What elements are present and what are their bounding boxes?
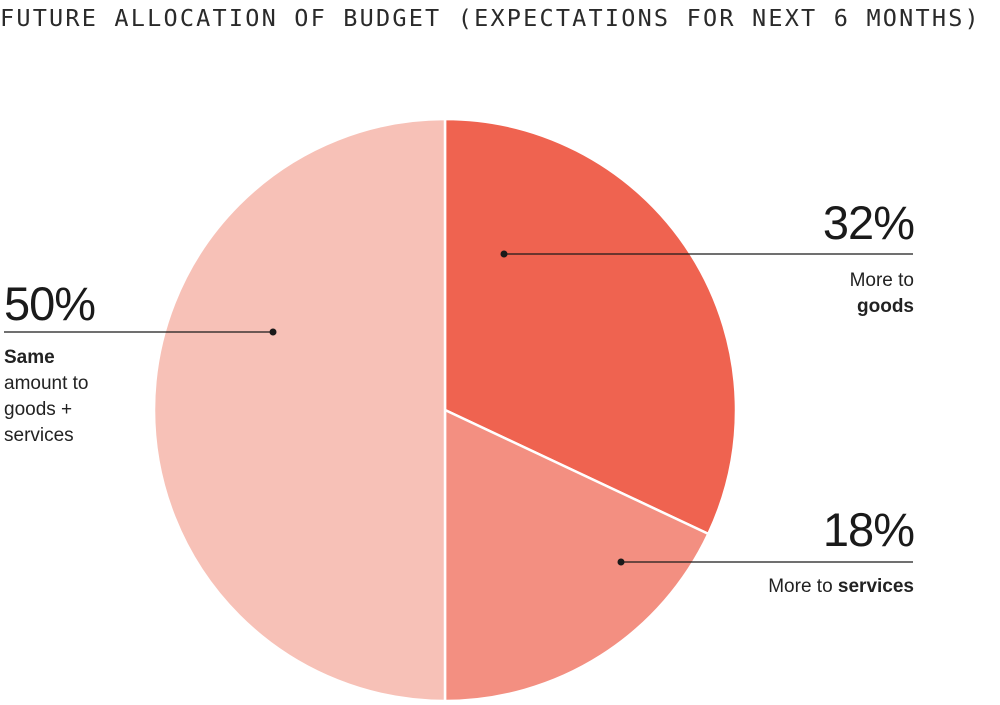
desc-services-bold: services [837, 576, 914, 597]
slice-label-same: 50% [4, 277, 96, 330]
desc-services-plain: More to [768, 576, 833, 597]
desc-same-line2: goods + [4, 399, 73, 420]
slice-goods-leader-dot [500, 250, 508, 258]
desc-same-line1: amount to [4, 373, 89, 394]
slice-services-leader-dot [617, 558, 625, 566]
callout-services-desc: More to services [768, 574, 914, 600]
callout-goods: 32% [822, 196, 915, 249]
slice-label-goods: 32% [822, 196, 915, 249]
desc-same-line3: services [4, 425, 74, 446]
desc-goods-bold: goods [857, 296, 914, 317]
slice-same [152, 117, 447, 703]
callout-goods-desc: More to goods [850, 268, 914, 320]
callout-same: 50% [4, 277, 96, 330]
slice-same-leader-dot [269, 328, 277, 336]
desc-goods-line1: More to [849, 270, 914, 291]
slice-label-services: 18% [822, 503, 915, 556]
callout-services: 18% [822, 503, 915, 556]
callout-same-desc: Same amount to goods + services [4, 345, 89, 449]
desc-same-bold: Same [4, 347, 55, 368]
slice-services [443, 408, 710, 703]
chart-title: FUTURE ALLOCATION OF BUDGET (EXPECTATION… [0, 4, 981, 32]
